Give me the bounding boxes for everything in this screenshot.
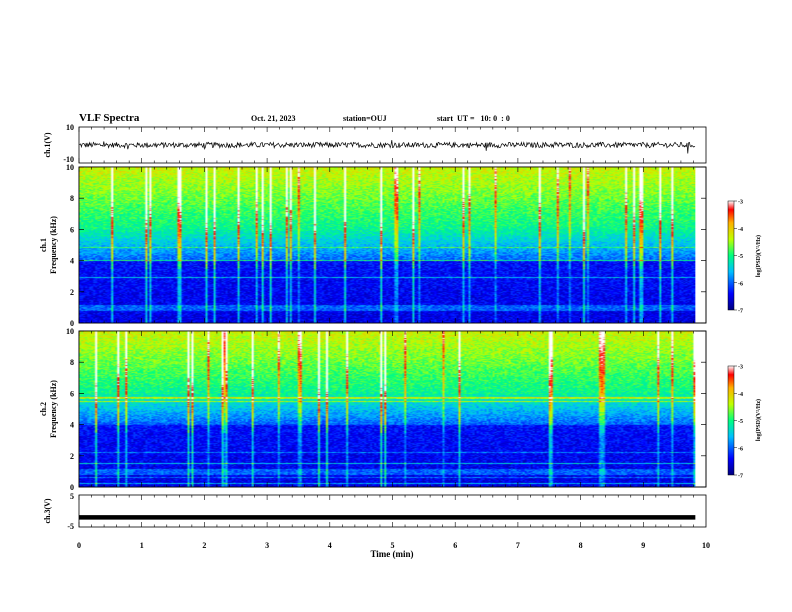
ch1-waveform-panel: 10 -10 ch.1(V) <box>43 123 707 164</box>
ch2-spectrogram-ytick-label: 10 <box>66 327 74 336</box>
ch2-spectrogram-ytick-label: 0 <box>70 483 74 492</box>
ch2-colorbar-tick-label: -3 <box>738 365 743 371</box>
ch2-colorbar: -3 -4 -5 -6 -7 log(PSD)(V²/Hz) <box>727 365 762 480</box>
ch1-ytick-top: 10 <box>66 123 74 132</box>
ch1-spectrogram-ytick-label: 6 <box>70 225 74 234</box>
time-tick-label: 9 <box>641 541 645 550</box>
ch2-spectrogram-panel: 0 2 4 6 8 10 ch.2 Frequency (kHz) <box>39 327 707 492</box>
ch1-spectrogram-panel: 0 2 4 6 8 10 ch.1 Frequency (kHz) <box>39 163 707 328</box>
chart-title: VLF Spectra <box>79 112 140 124</box>
ch1-ytick-bottom: -10 <box>63 155 74 164</box>
ch1-colorbar-label: log(PSD)(V²/Hz) <box>755 235 762 277</box>
time-tick-label: 3 <box>265 541 269 550</box>
ch2-spectrogram-ytick-label: 8 <box>70 358 74 367</box>
ch1-colorbar-tick-label: -3 <box>738 200 743 206</box>
time-axis-ticks <box>78 127 694 527</box>
time-tick-label: 8 <box>579 541 583 550</box>
ch2-colorbar-label: log(PSD)(V²/Hz) <box>755 399 762 441</box>
ch1-spectrogram-ylabel-2: Frequency (kHz) <box>49 216 58 274</box>
ch2-spectrogram-ylabel-2: Frequency (kHz) <box>49 380 58 438</box>
ch2-colorbar-tick-label: -4 <box>738 392 743 398</box>
ch3-ytick-top: 5 <box>70 492 74 501</box>
time-tick-label: 1 <box>140 541 144 550</box>
time-tick-label: 0 <box>77 541 81 550</box>
ch1-spectrogram-ytick-label: 4 <box>70 257 74 266</box>
time-tick-label: 7 <box>516 541 520 550</box>
ch1-spectrogram-ytick-label: 10 <box>66 163 74 172</box>
ch2-spectrogram-yticks: 0 2 4 6 8 10 <box>66 327 706 492</box>
ch3-waveform-panel: 5 -5 ch.3(V) <box>43 492 707 531</box>
ch1-colorbar-ticks: -3 -4 -5 -6 -7 <box>734 200 743 315</box>
time-axis-label: Time (min) <box>370 549 413 559</box>
start-ut-label: start UT = 10: 0 : 0 <box>437 114 510 123</box>
time-tick-label: 10 <box>702 541 710 550</box>
time-axis-tick-labels: 0 1 2 3 4 5 6 7 8 9 10 <box>77 541 710 550</box>
ch1-spectrogram-ytick-label: 2 <box>70 288 74 297</box>
ch1-colorbar-tick-label: -7 <box>738 309 743 315</box>
ch1-colorbar-tick-label: -6 <box>738 281 743 287</box>
ch1-spectrogram-ytick-label: 0 <box>70 319 74 328</box>
ch1-colorbar-tick-label: -5 <box>738 254 743 260</box>
ch2-spectrogram-ylabel-1: ch.2 <box>39 402 48 416</box>
ch3-ytick-bottom: -5 <box>67 522 74 531</box>
ch1-spectrogram-ylabel-1: ch.1 <box>39 238 48 252</box>
ch2-spectrogram-image <box>79 331 696 487</box>
ch2-colorbar-tick-label: -6 <box>738 446 743 452</box>
ch1-ylabel: ch.1(V) <box>43 132 52 157</box>
ch1-waveform-line <box>78 139 696 154</box>
time-tick-label: 2 <box>202 541 206 550</box>
ch2-spectrogram-ytick-label: 4 <box>70 421 74 430</box>
ch1-colorbar-tick-label: -4 <box>738 227 743 233</box>
time-tick-label: 4 <box>328 541 332 550</box>
ch1-spectrogram-ytick-label: 8 <box>70 194 74 203</box>
date-label: Oct. 21, 2023 <box>251 114 296 123</box>
ch1-spectrogram-image <box>79 167 696 323</box>
ch2-colorbar-tick-label: -5 <box>738 419 743 425</box>
time-tick-label: 6 <box>453 541 457 550</box>
ch2-spectrogram-ytick-label: 6 <box>70 389 74 398</box>
ch1-spectrogram-yticks: 0 2 4 6 8 10 <box>66 163 706 328</box>
ch2-colorbar-tick-label: -7 <box>738 474 743 480</box>
ch3-ylabel: ch.3(V) <box>43 498 52 523</box>
ch2-colorbar-ticks: -3 -4 -5 -6 -7 <box>734 365 743 480</box>
ch1-colorbar: -3 -4 -5 -6 -7 log(PSD)(V²/Hz) <box>727 200 762 315</box>
ch2-spectrogram-ytick-label: 2 <box>70 452 74 461</box>
station-label: station=OUJ <box>343 114 387 123</box>
time-tick-label: 5 <box>391 541 395 550</box>
